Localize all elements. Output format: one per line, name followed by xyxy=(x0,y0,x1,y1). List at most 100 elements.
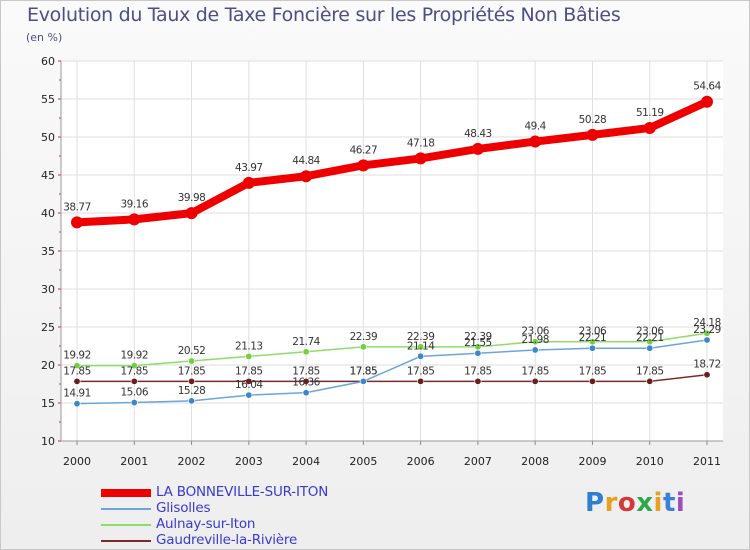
data-point xyxy=(529,135,542,148)
data-point xyxy=(417,352,425,360)
data-point xyxy=(586,128,599,141)
x-tick-label: 2010 xyxy=(636,455,664,468)
x-tick-label: 2005 xyxy=(349,455,377,468)
data-point xyxy=(128,213,141,226)
data-label: 21.98 xyxy=(521,334,549,346)
data-label: 54.64 xyxy=(693,81,721,93)
data-label: 17.85 xyxy=(178,365,206,377)
y-tick-label: 50 xyxy=(41,131,55,144)
legend-item: LA BONNEVILLE-SUR-ITON xyxy=(101,484,421,501)
data-point xyxy=(188,377,196,385)
data-label: 17.85 xyxy=(235,365,263,377)
data-point xyxy=(531,338,539,346)
data-label: 17.85 xyxy=(350,365,378,377)
data-point xyxy=(414,152,427,165)
legend-item: Gaudreville-la-Rivière xyxy=(101,532,421,549)
legend-swatch xyxy=(101,489,151,497)
data-point xyxy=(417,343,425,351)
data-label: 23.29 xyxy=(693,324,721,336)
data-point xyxy=(188,357,196,365)
data-label: 17.85 xyxy=(636,365,664,377)
data-point xyxy=(245,377,253,385)
data-point xyxy=(188,397,196,405)
y-tick-label: 35 xyxy=(41,245,55,258)
data-label: 22.21 xyxy=(579,332,607,344)
data-label: 17.85 xyxy=(63,365,91,377)
data-point xyxy=(643,121,656,134)
data-point xyxy=(245,352,253,360)
data-label: 43.97 xyxy=(235,162,263,174)
data-point xyxy=(471,142,484,155)
series-line xyxy=(76,332,708,367)
y-tick-label: 60 xyxy=(41,55,55,68)
x-tick-label: 2003 xyxy=(235,455,263,468)
data-label: 22.39 xyxy=(350,331,378,343)
data-label: 21.74 xyxy=(292,336,320,348)
data-point xyxy=(71,216,83,229)
data-point xyxy=(703,336,711,344)
y-tick-label: 25 xyxy=(41,321,55,334)
legend-swatch xyxy=(101,524,151,526)
data-point xyxy=(357,159,370,172)
data-point xyxy=(245,391,253,399)
legend-label: Glisolles xyxy=(156,500,211,516)
data-point xyxy=(646,377,654,385)
x-tick-label: 2008 xyxy=(521,455,549,468)
data-label: 15.06 xyxy=(120,387,148,399)
x-tick-label: 2006 xyxy=(407,455,435,468)
data-point xyxy=(531,346,539,354)
data-label: 17.85 xyxy=(579,365,607,377)
data-label: 19.92 xyxy=(120,350,148,362)
data-label: 15.28 xyxy=(178,385,206,397)
data-label: 22.39 xyxy=(407,331,435,343)
legend-item: Glisolles xyxy=(101,500,421,517)
data-point xyxy=(531,377,539,385)
chart-title: Evolution du Taux de Taxe Foncière sur l… xyxy=(27,4,621,26)
data-point xyxy=(703,371,711,379)
data-label: 22.39 xyxy=(464,331,492,343)
data-point xyxy=(73,362,81,370)
data-point xyxy=(474,377,482,385)
data-label: 44.84 xyxy=(292,155,320,167)
x-tick-label: 2009 xyxy=(578,455,606,468)
legend-label: Gaudreville-la-Rivière xyxy=(156,532,298,548)
data-label: 23.06 xyxy=(636,326,664,338)
y-tick-label: 40 xyxy=(41,207,55,220)
brand-letter: t xyxy=(662,488,676,518)
data-label: 17.85 xyxy=(521,365,549,377)
x-tick-label: 2001 xyxy=(120,455,148,468)
data-label: 48.43 xyxy=(464,128,492,140)
series-line xyxy=(76,373,708,383)
y-unit-label: (en %) xyxy=(26,31,63,44)
data-label: 21.14 xyxy=(407,340,435,352)
data-label: 23.06 xyxy=(521,326,549,338)
y-tick-label: 15 xyxy=(41,397,55,410)
data-point xyxy=(359,343,367,351)
data-label: 23.06 xyxy=(579,326,607,338)
data-point xyxy=(588,344,596,352)
x-tick-label: 2007 xyxy=(464,455,492,468)
data-label: 21.55 xyxy=(464,337,492,349)
data-label: 38.77 xyxy=(63,201,91,213)
data-label: 18.72 xyxy=(693,359,721,371)
data-point xyxy=(302,389,310,397)
data-label: 24.18 xyxy=(693,317,721,329)
data-point xyxy=(302,348,310,356)
data-point xyxy=(417,377,425,385)
legend-label: LA BONNEVILLE-SUR-ITON xyxy=(156,484,329,500)
data-point xyxy=(73,377,81,385)
data-label: 19.92 xyxy=(63,350,91,362)
brand-letter: x xyxy=(636,488,654,518)
y-tick-label: 45 xyxy=(41,169,55,182)
data-point xyxy=(474,349,482,357)
data-point xyxy=(588,338,596,346)
x-tick-label: 2002 xyxy=(178,455,206,468)
y-tick-label: 55 xyxy=(41,93,55,106)
brand-letter: i xyxy=(653,488,663,518)
data-point xyxy=(359,377,367,385)
data-label: 17.85 xyxy=(120,365,148,377)
data-point xyxy=(73,400,81,408)
data-point xyxy=(701,95,713,108)
